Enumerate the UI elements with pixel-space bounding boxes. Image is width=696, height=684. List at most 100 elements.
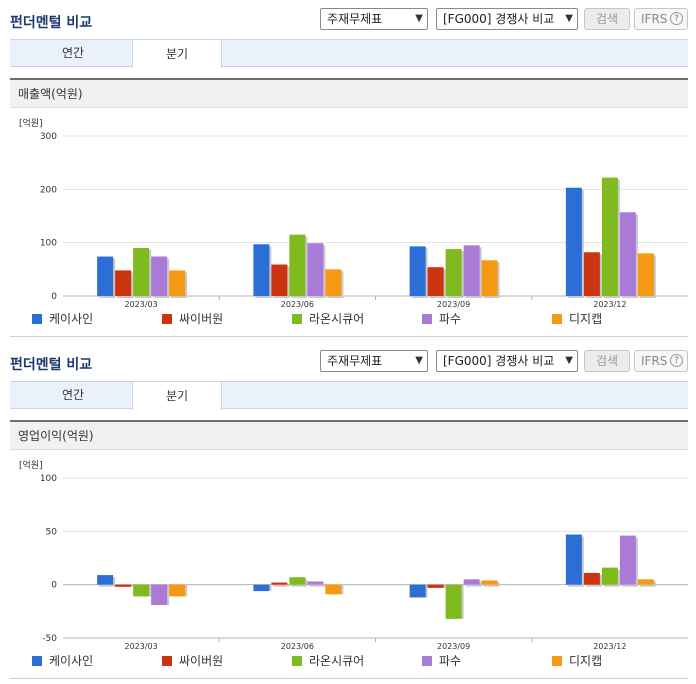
bar: [481, 260, 498, 296]
legend-label: 케이사인: [49, 312, 93, 326]
compare-select[interactable]: [FG000] 경쟁사 비교 ▼: [436, 8, 578, 30]
x-tick-label: 2023/12: [593, 642, 626, 651]
tab-quarterly[interactable]: 분기: [132, 39, 222, 68]
bar: [169, 584, 186, 597]
bar: [637, 579, 654, 585]
chevron-down-icon: ▼: [415, 355, 423, 366]
bar: [253, 244, 270, 296]
bar: [583, 572, 600, 585]
bar: [169, 270, 186, 296]
legend-swatch: [162, 314, 172, 324]
y-tick-label: 100: [40, 474, 57, 484]
y-tick-label: -50: [42, 634, 57, 644]
ifrs-button[interactable]: IFRS ?: [634, 8, 688, 30]
bar: [445, 249, 462, 296]
chart-section-header: 영업이익(억원): [10, 420, 688, 450]
help-icon[interactable]: ?: [670, 12, 683, 25]
search-button[interactable]: 검색: [584, 350, 630, 372]
compare-select[interactable]: [FG000] 경쟁사 비교 ▼: [436, 350, 578, 372]
legend-label: 디지캡: [569, 654, 602, 668]
ifrs-button[interactable]: IFRS ?: [634, 350, 688, 372]
statement-select-value: 주재무제표: [327, 12, 383, 26]
ifrs-label: IFRS: [641, 354, 668, 368]
bar: [463, 245, 480, 296]
y-tick-label: 0: [51, 292, 57, 302]
bar: [115, 270, 132, 296]
x-tick-label: 2023/09: [437, 300, 470, 309]
tab-annual[interactable]: 연간: [61, 388, 85, 402]
bar: [409, 584, 426, 598]
bar: [637, 253, 654, 296]
statement-select[interactable]: 주재무제표 ▼: [320, 350, 428, 372]
bar: [325, 584, 342, 595]
legend-swatch: [32, 314, 42, 324]
bar: [289, 234, 306, 296]
bar: [97, 256, 114, 296]
bar: [409, 246, 426, 296]
bar: [565, 534, 582, 585]
legend-swatch: [422, 314, 432, 324]
bar: [271, 264, 288, 296]
tab-quarterly[interactable]: 분기: [132, 381, 222, 410]
ifrs-label: IFRS: [641, 12, 668, 26]
bar: [97, 575, 114, 585]
y-tick-label: 300: [40, 132, 57, 142]
legend-label: 파수: [439, 654, 461, 668]
bar: [481, 580, 498, 585]
fundamental-panel-operating-profit: 펀더멘털 비교 주재무제표 ▼ [FG000] 경쟁사 비교 ▼ 검색 IFRS…: [0, 342, 696, 684]
bar: [619, 212, 636, 296]
bar: [115, 584, 132, 587]
bar: [463, 579, 480, 585]
period-tabs: 연간 분기: [10, 381, 688, 410]
legend-swatch: [32, 656, 42, 666]
tab-annual[interactable]: 연간: [61, 46, 85, 60]
legend-label: 파수: [439, 312, 461, 326]
y-tick-label: 50: [46, 527, 58, 537]
y-unit-label: [억원]: [19, 117, 43, 129]
chart-section-header: 매출액(억원): [10, 78, 688, 108]
compare-select-value: [FG000] 경쟁사 비교: [443, 354, 555, 368]
x-tick-label: 2023/03: [125, 300, 158, 309]
bar: [133, 584, 150, 597]
y-tick-label: 100: [40, 239, 57, 249]
bar: [427, 584, 444, 588]
period-tabs: 연간 분기: [10, 39, 688, 68]
legend-swatch: [292, 314, 302, 324]
bar-shadow: [273, 584, 290, 587]
x-tick-label: 2023/03: [125, 642, 158, 651]
bar: [133, 248, 150, 296]
statement-select[interactable]: 주재무제표 ▼: [320, 8, 428, 30]
revenue-bar-chart: [억원] 0 100 200 300 2023/03 2023/06 2023/09 2023/…: [19, 117, 688, 326]
y-tick-label: 0: [51, 581, 57, 591]
panel-title: 펀더멘털 비교: [10, 357, 93, 373]
bar: [307, 243, 324, 296]
bar: [427, 267, 444, 296]
legend-label: 라온시큐어: [309, 312, 364, 326]
panel-title: 펀더멘털 비교: [10, 15, 93, 31]
bar: [325, 269, 342, 296]
chevron-down-icon: ▼: [415, 13, 423, 24]
x-tick-label: 2023/12: [593, 300, 626, 309]
x-tick-label: 2023/09: [437, 642, 470, 651]
bar: [445, 584, 462, 619]
help-icon[interactable]: ?: [670, 354, 683, 367]
search-button[interactable]: 검색: [584, 8, 630, 30]
statement-select-value: 주재무제표: [327, 354, 383, 368]
chevron-down-icon: ▼: [565, 355, 573, 366]
legend-swatch: [552, 314, 562, 324]
bar: [151, 584, 168, 605]
x-tick-label: 2023/06: [281, 642, 314, 651]
legend-swatch: [552, 656, 562, 666]
bar: [601, 177, 618, 296]
bar: [151, 256, 168, 296]
bar: [619, 535, 636, 585]
bar: [289, 577, 306, 585]
legend-swatch: [292, 656, 302, 666]
divider: [10, 336, 688, 337]
bar: [583, 252, 600, 296]
legend-label: 디지캡: [569, 312, 602, 326]
legend-label: 싸이버원: [179, 312, 223, 326]
divider: [10, 678, 688, 679]
x-tick-label: 2023/06: [281, 300, 314, 309]
legend-swatch: [162, 656, 172, 666]
